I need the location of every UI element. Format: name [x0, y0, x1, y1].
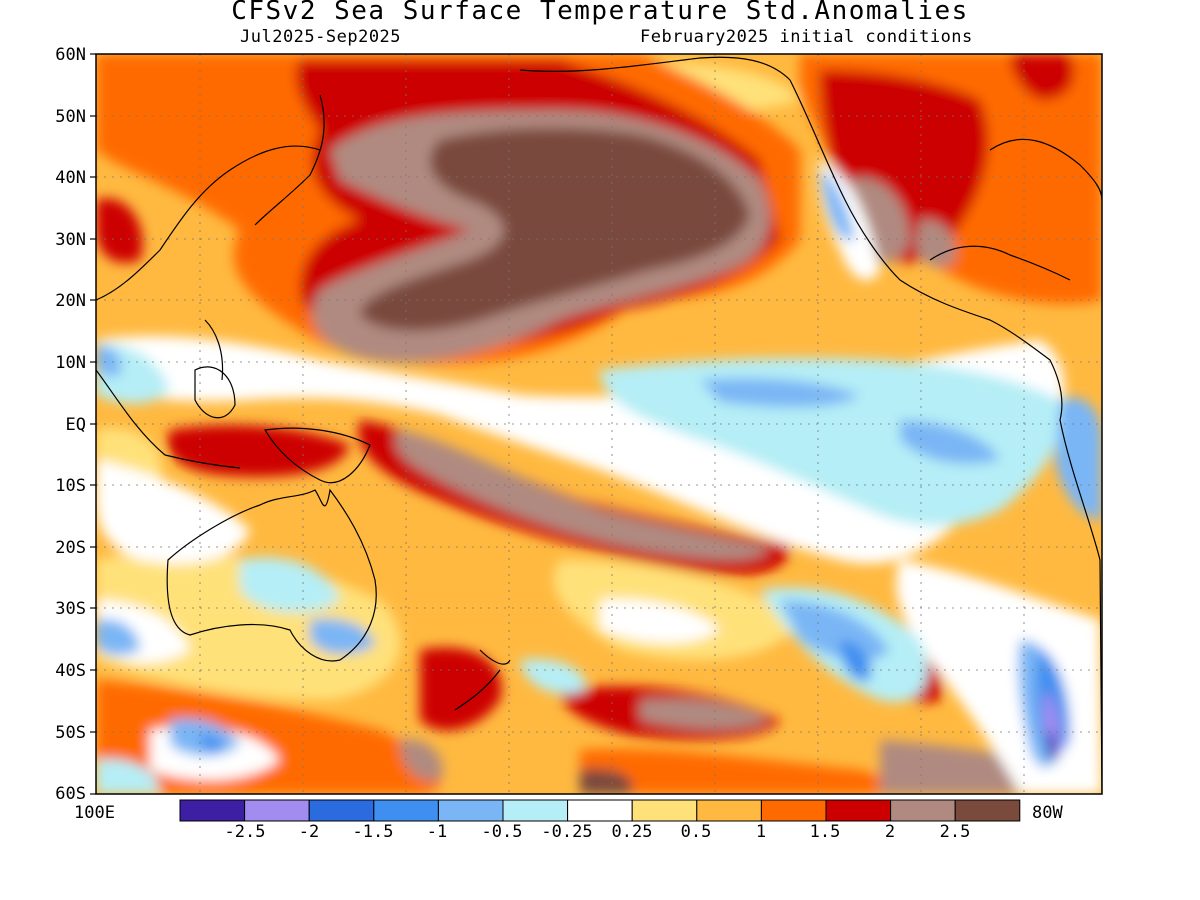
- lat-label-20s: 20S: [55, 538, 86, 558]
- colorbar-swatch: [179, 799, 246, 822]
- colorbar-swatch: [244, 799, 310, 822]
- colorbar-swatch: [954, 799, 1021, 822]
- colorbar-tick-label: -0.25: [541, 822, 593, 842]
- lat-label-30s: 30S: [55, 599, 86, 619]
- colorbar-swatch: [437, 799, 504, 822]
- lat-label-40s: 40S: [55, 661, 86, 681]
- colorbar-swatch: [696, 799, 762, 822]
- lat-label-40n: 40N: [55, 168, 86, 188]
- lat-label-10n: 10N: [55, 353, 86, 373]
- lat-label-60s: 60S: [55, 784, 86, 804]
- colorbar: [179, 799, 1021, 822]
- colorbar-swatch: [567, 799, 633, 822]
- colorbar-tick-label: 2.5: [939, 822, 971, 842]
- lat-label-20n: 20N: [55, 291, 86, 311]
- new-guinea-coast: [264, 427, 371, 484]
- philippines-coast: [204, 319, 224, 381]
- colorbar-swatch: [502, 799, 569, 822]
- colorbar-tick-label: 2: [884, 822, 896, 842]
- gulf-mexico-coast: [929, 245, 1071, 281]
- lon-label-100e: 100E: [74, 803, 115, 823]
- colorbar-tick-label: -2: [298, 822, 320, 842]
- lat-label-eq: EQ: [65, 415, 86, 435]
- colorbar-tick-label: 0.5: [680, 822, 712, 842]
- anomaly-field: [96, 54, 1102, 794]
- australia-coast: [166, 488, 377, 662]
- colorbar-swatch: [308, 799, 375, 822]
- colorbar-swatch: [890, 799, 956, 822]
- initial-conditions: February2025 initial conditions: [640, 27, 973, 47]
- lat-ticks: [90, 53, 96, 795]
- lat-label-50n: 50N: [55, 107, 86, 127]
- colorbar-tick-label: -1: [426, 822, 448, 842]
- colorbar-swatch: [631, 799, 698, 822]
- colorbar-tick-label: -1.5: [352, 822, 394, 842]
- graticule: [96, 54, 1102, 794]
- lat-label-50s: 50S: [55, 723, 86, 743]
- forecast-period: Jul2025-Sep2025: [240, 27, 402, 47]
- colorbar-tick-label: 1.5: [809, 822, 841, 842]
- alaska-coast: [519, 56, 791, 81]
- lat-label-30n: 30N: [55, 230, 86, 250]
- north-america-coast: [789, 79, 1063, 421]
- asia-coast: [96, 145, 321, 301]
- sumatra-java-coast: [96, 369, 241, 469]
- new-zealand-coast: [454, 649, 511, 711]
- lat-label-10s: 10S: [55, 476, 86, 496]
- south-america-coast: [1059, 419, 1102, 794]
- colorbar-tick-label: 1: [755, 822, 767, 842]
- colorbar-swatch: [760, 799, 827, 822]
- colorbar-tick-label: -2.5: [224, 822, 266, 842]
- map-title: CFSv2 Sea Surface Temperature Std.Anomal…: [231, 0, 969, 26]
- japan-coast: [254, 94, 325, 226]
- colorbar-tick-label: 0.25: [611, 822, 653, 842]
- colorbar-tick-label: -0.5: [481, 822, 523, 842]
- colorbar-swatch: [373, 799, 439, 822]
- colorbar-swatch: [825, 799, 892, 822]
- hudson-coast: [989, 138, 1102, 201]
- lon-label-80w: 80W: [1032, 803, 1063, 823]
- lat-label-60n: 60N: [55, 45, 86, 65]
- coastlines: [96, 56, 1102, 794]
- borneo-coast: [194, 366, 236, 419]
